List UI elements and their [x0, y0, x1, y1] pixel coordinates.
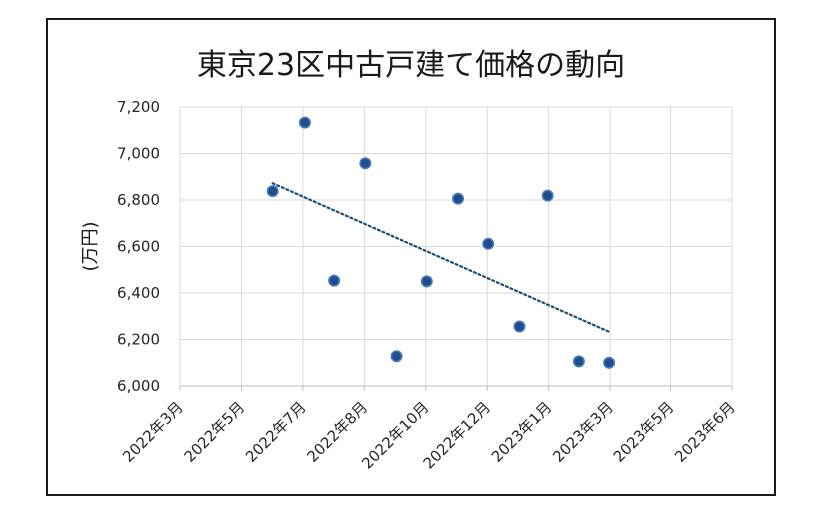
data-point [328, 274, 341, 287]
y-tick-labels: 6,000 6,200 6,400 6,600 6,800 7,000 7,200 [117, 98, 160, 395]
data-point [359, 157, 372, 170]
y-tick-label: 6,400 [117, 284, 160, 302]
y-tick-label: 6,200 [117, 331, 160, 349]
x-tick-label: 2023年1月 [488, 398, 556, 466]
data-points [266, 116, 616, 369]
y-tick-label: 6,800 [117, 191, 160, 209]
y-tick-label: 6,600 [117, 238, 160, 256]
x-tick-label: 2022年7月 [242, 398, 310, 466]
grid-layer [179, 106, 733, 391]
data-point [513, 320, 526, 333]
trendline-layer [271, 182, 611, 333]
x-tick-label: 2023年3月 [549, 398, 617, 466]
data-point [572, 355, 585, 368]
data-point [420, 275, 433, 288]
data-point [266, 185, 279, 198]
x-tick-label: 2022年5月 [181, 398, 249, 466]
x-tick-label: 2022年3月 [119, 398, 187, 466]
chart-title: 東京23区中古戸建て価格の動向 [196, 48, 626, 83]
trendline [271, 182, 611, 333]
x-tick-label: 2023年6月 [671, 398, 739, 466]
y-axis-label: (万円) [80, 221, 101, 271]
data-point [482, 237, 495, 250]
data-point [298, 116, 311, 129]
data-point [452, 192, 465, 205]
y-tick-label: 7,200 [117, 98, 160, 116]
data-point [541, 189, 554, 202]
x-tick-labels: 2022年3月2022年5月2022年7月2022年8月2022年10月2022… [119, 398, 739, 472]
x-tick-label: 2023年5月 [610, 398, 678, 466]
chart-frame: 東京23区中古戸建て価格の動向 [46, 18, 776, 496]
y-tick-label: 7,000 [117, 145, 160, 163]
data-point [603, 356, 616, 369]
data-point [390, 350, 403, 363]
y-tick-label: 6,000 [117, 377, 160, 395]
